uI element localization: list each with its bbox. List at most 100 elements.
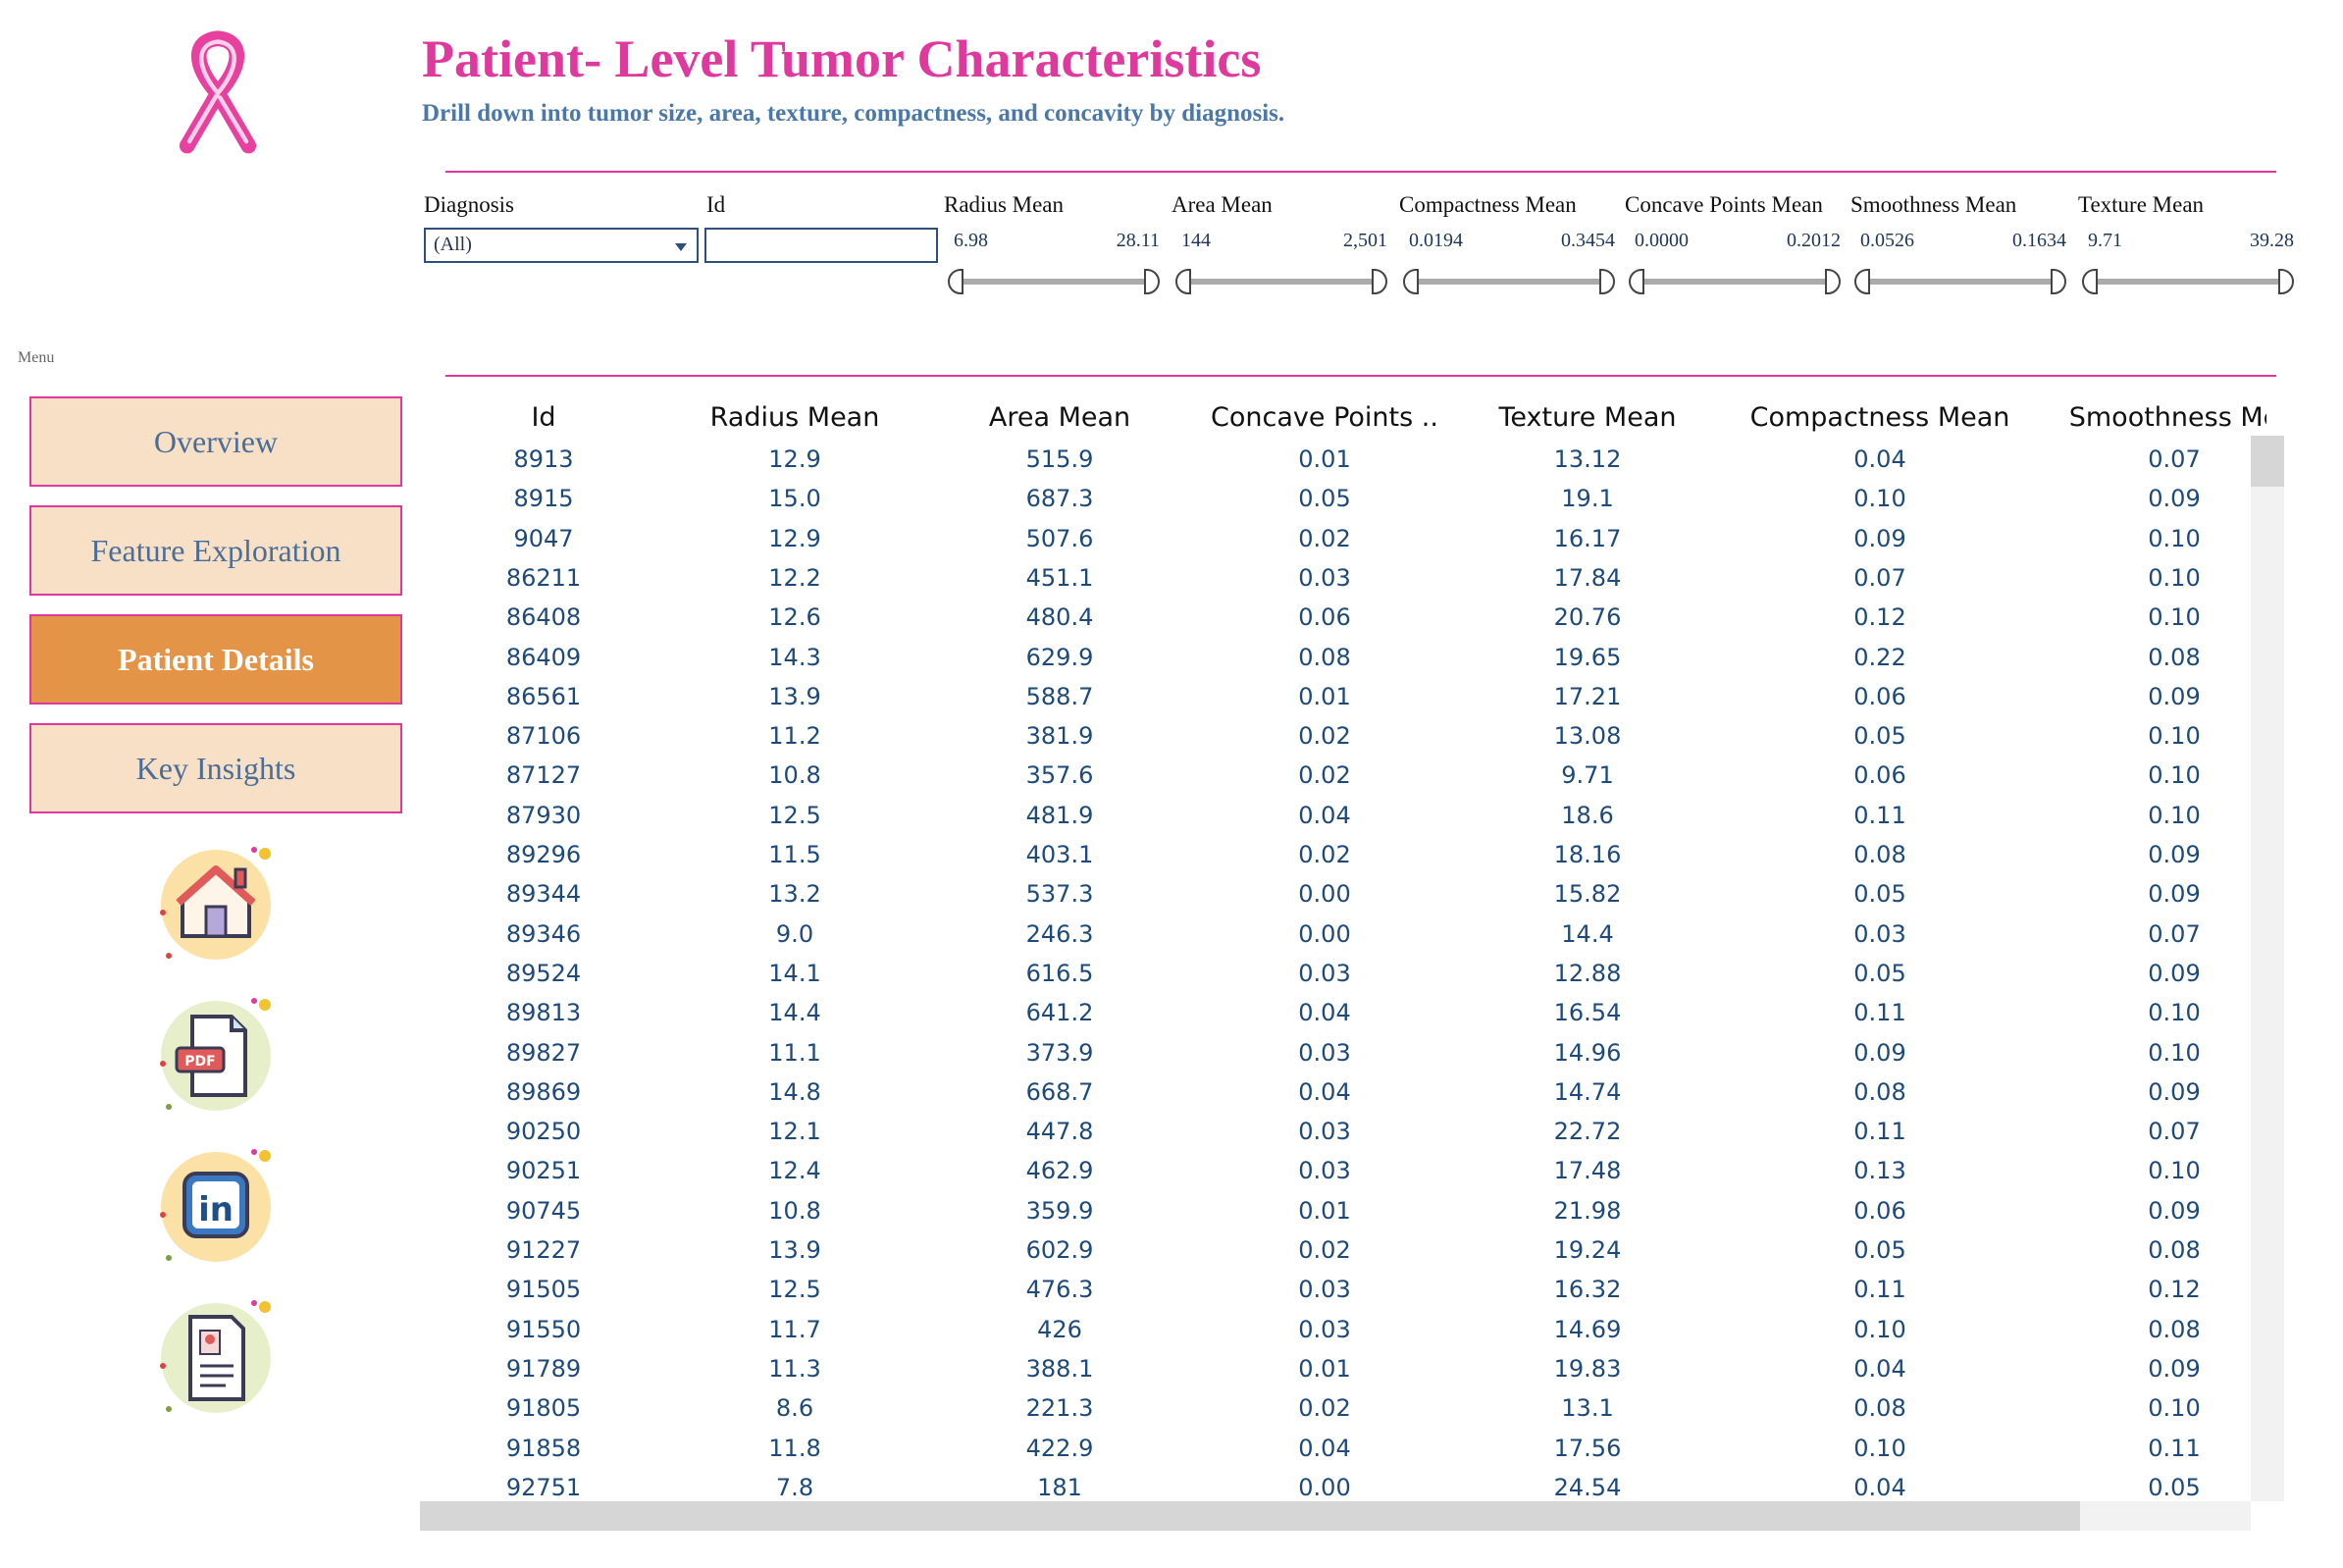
- table-cell: 0.04: [1853, 1354, 1906, 1383]
- table-cell: 87127: [505, 761, 582, 790]
- vertical-scrollbar-thumb[interactable]: [2251, 436, 2284, 487]
- table-cell: 7.8: [775, 1473, 814, 1501]
- slider-min-handle[interactable]: [948, 269, 963, 294]
- table-cell: 11.2: [768, 722, 821, 751]
- table-cell: 0.04: [1853, 445, 1906, 473]
- column-header[interactable]: Area Mean: [988, 402, 1131, 433]
- slider-min-value: 0.0526: [1860, 230, 1914, 251]
- slider-track[interactable]: [1866, 279, 2055, 285]
- table-cell: 0.06: [1853, 761, 1906, 790]
- pdf-icon[interactable]: PDF: [155, 993, 277, 1115]
- radius-mean-slider[interactable]: 6.98 28.11: [948, 228, 1160, 296]
- table-cell: 0.10: [2148, 524, 2201, 552]
- slider-min-handle[interactable]: [1854, 269, 1870, 294]
- column-header[interactable]: Concave Points ..: [1211, 402, 1438, 433]
- table-cell: 687.3: [1025, 485, 1094, 513]
- table-cell: 0.02: [1298, 524, 1351, 552]
- table-cell: 0.00: [1298, 919, 1351, 948]
- diagnosis-dropdown[interactable]: (All): [424, 228, 699, 263]
- table-cell: 0.10: [2148, 1157, 2201, 1185]
- linkedin-icon[interactable]: in: [155, 1144, 277, 1266]
- table-cell: 0.08: [2148, 643, 2201, 671]
- table-cell: 616.5: [1025, 959, 1094, 987]
- table-cell: 0.13: [1853, 1157, 1906, 1185]
- table-cell: 0.03: [1298, 1315, 1351, 1343]
- slider-max-handle[interactable]: [2278, 269, 2294, 294]
- home-icon[interactable]: [155, 842, 277, 964]
- table-cell: 403.1: [1025, 841, 1094, 868]
- table-cell: 13.1: [1561, 1394, 1614, 1423]
- table-cell: 462.9: [1025, 1157, 1094, 1185]
- column-header[interactable]: Smoothness Me: [2068, 402, 2266, 433]
- table-cell: 13.2: [768, 880, 821, 909]
- column-header[interactable]: Radius Mean: [709, 402, 880, 433]
- slider-min-handle[interactable]: [1175, 269, 1191, 294]
- table-cell: 0.10: [2148, 761, 2201, 790]
- slider-track[interactable]: [1187, 279, 1376, 285]
- slider-min-handle[interactable]: [2082, 269, 2098, 294]
- table-cell: 0.01: [1298, 1196, 1351, 1225]
- table-cell: 11.1: [768, 1038, 821, 1067]
- table-cell: 0.04: [1298, 1434, 1351, 1462]
- table-cell: 0.09: [1853, 524, 1906, 552]
- table-cell: 0.10: [2148, 801, 2201, 829]
- table-cell: 422.9: [1025, 1434, 1094, 1462]
- column-header[interactable]: Id: [531, 402, 556, 433]
- column-header[interactable]: Compactness Mean: [1749, 402, 2010, 433]
- table-cell: 14.69: [1553, 1315, 1622, 1343]
- svg-text:PDF: PDF: [184, 1054, 215, 1070]
- compactness-mean-slider[interactable]: 0.0194 0.3454: [1403, 228, 1615, 296]
- slider-max-handle[interactable]: [1825, 269, 1841, 294]
- nav-feature-exploration-button[interactable]: Feature Exploration: [29, 505, 402, 596]
- slider-label: Texture Mean: [2078, 192, 2205, 217]
- table-cell: 0.10: [1853, 485, 1906, 513]
- slider-min-value: 6.98: [954, 230, 988, 251]
- nav-key-insights-button[interactable]: Key Insights: [29, 723, 402, 813]
- slider-max-handle[interactable]: [2051, 269, 2066, 294]
- slider-min-value: 0.0000: [1635, 230, 1689, 251]
- table-cell: 0.03: [1298, 1276, 1351, 1304]
- concave-points-mean-slider[interactable]: 0.0000 0.2012: [1629, 228, 1841, 296]
- table-cell: 0.10: [2148, 563, 2201, 592]
- horizontal-scrollbar-thumb[interactable]: [420, 1501, 2080, 1531]
- table-cell: 19.83: [1553, 1354, 1622, 1383]
- area-mean-slider[interactable]: 144 2,501: [1175, 228, 1387, 296]
- id-search-input[interactable]: [704, 228, 938, 263]
- table-cell: 0.12: [1853, 603, 1906, 632]
- table-cell: 18.6: [1561, 801, 1614, 829]
- slider-max-handle[interactable]: [1372, 269, 1387, 294]
- slider-min-handle[interactable]: [1403, 269, 1419, 294]
- table-cell: 373.9: [1025, 1038, 1094, 1067]
- nav-overview-button[interactable]: Overview: [29, 396, 402, 487]
- table-cell: 8915: [513, 485, 574, 513]
- vertical-scrollbar[interactable]: [2251, 436, 2284, 1501]
- slider-max-handle[interactable]: [1144, 269, 1160, 294]
- slider-track[interactable]: [2094, 279, 2282, 285]
- slider-min-value: 9.71: [2088, 230, 2122, 251]
- slider-min-handle[interactable]: [1629, 269, 1644, 294]
- nav-patient-details-button[interactable]: Patient Details: [29, 614, 402, 705]
- slider-track[interactable]: [960, 279, 1148, 285]
- table-cell: 17.56: [1553, 1434, 1622, 1462]
- table-cell: 451.1: [1025, 563, 1094, 592]
- table-cell: 13.9: [768, 682, 821, 710]
- table-cell: 0.00: [1298, 1473, 1351, 1501]
- table-cell: 668.7: [1025, 1077, 1094, 1106]
- slider-track[interactable]: [1415, 279, 1603, 285]
- table-cell: 0.03: [1298, 563, 1351, 592]
- slider-label: Concave Points Mean: [1625, 192, 1823, 217]
- slider-track[interactable]: [1640, 279, 1829, 285]
- table-cell: 0.01: [1298, 682, 1351, 710]
- table-cell: 8.6: [775, 1394, 814, 1423]
- table-cell: 476.3: [1025, 1276, 1094, 1304]
- table-cell: 20.76: [1553, 603, 1622, 632]
- slider-max-handle[interactable]: [1599, 269, 1615, 294]
- smoothness-mean-slider[interactable]: 0.0526 0.1634: [1854, 228, 2066, 296]
- table-cell: 11.3: [768, 1354, 821, 1383]
- table-cell: 16.54: [1553, 999, 1622, 1027]
- texture-mean-slider[interactable]: 9.71 39.28: [2082, 228, 2294, 296]
- table-cell: 381.9: [1025, 722, 1094, 751]
- resume-icon[interactable]: [155, 1295, 277, 1417]
- column-header[interactable]: Texture Mean: [1498, 402, 1677, 433]
- table-cell: 0.10: [2148, 999, 2201, 1027]
